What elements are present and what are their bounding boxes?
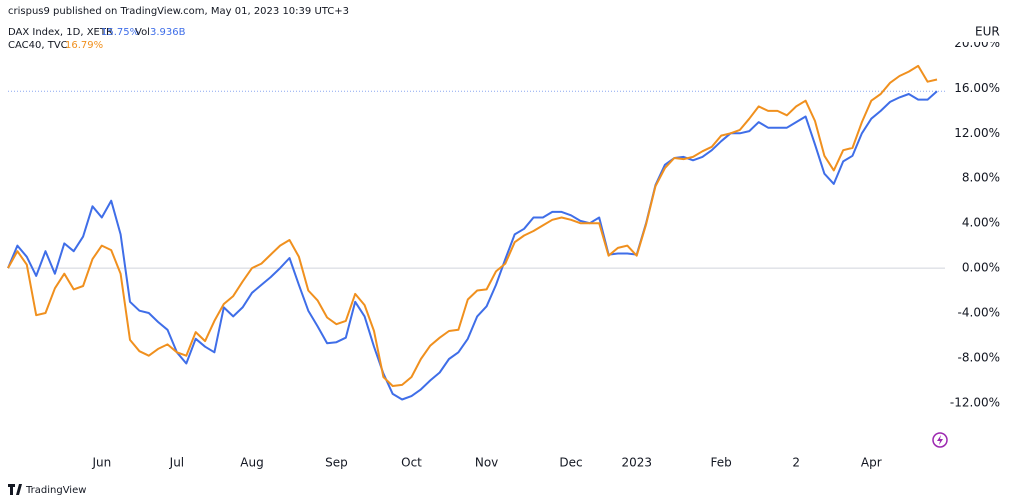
currency-box [950,22,1010,42]
x-tick-label: Apr [861,456,882,470]
x-tick-label: Jul [169,456,184,470]
publisher: crispus9 published on TradingView.com, M… [8,6,349,17]
brand-logo: TradingView [8,484,86,496]
y-tick-label: -12.00% [950,395,1000,409]
x-tick-label: 2023 [621,456,652,470]
x-tick-label: Oct [401,456,422,470]
series-line [7,90,938,401]
x-tick-label: Nov [475,456,498,470]
legend-dax-value: 15.75% [101,27,139,38]
y-tick-label: 8.00% [962,171,1000,185]
volume-value: 3.936B [150,27,186,38]
lightning-icon[interactable] [932,432,948,448]
x-tick-label: Aug [240,456,263,470]
series-line [7,64,938,387]
legend-cac: CAC40, TVC [8,40,68,51]
y-tick-label: -8.00% [958,350,1000,364]
brand: TradingView [25,485,86,496]
volume-label: Vol [135,27,150,38]
x-tick-label: 2 [792,456,800,470]
y-tick-label: 16.00% [954,81,1000,95]
x-tick-label: Feb [711,456,732,470]
x-tick-label: Jun [91,456,111,470]
y-tick-label: -4.00% [958,305,1000,319]
x-tick-label: Dec [559,456,582,470]
x-tick-label: Sep [325,456,348,470]
currency: EUR [975,25,1000,39]
y-tick-label: 12.00% [954,126,1000,140]
legend-cac-value: 16.79% [65,40,103,51]
y-tick-label: 0.00% [962,261,1000,275]
y-tick-label: 4.00% [962,216,1000,230]
legend-dax: DAX Index, 1D, XETR [8,27,113,38]
